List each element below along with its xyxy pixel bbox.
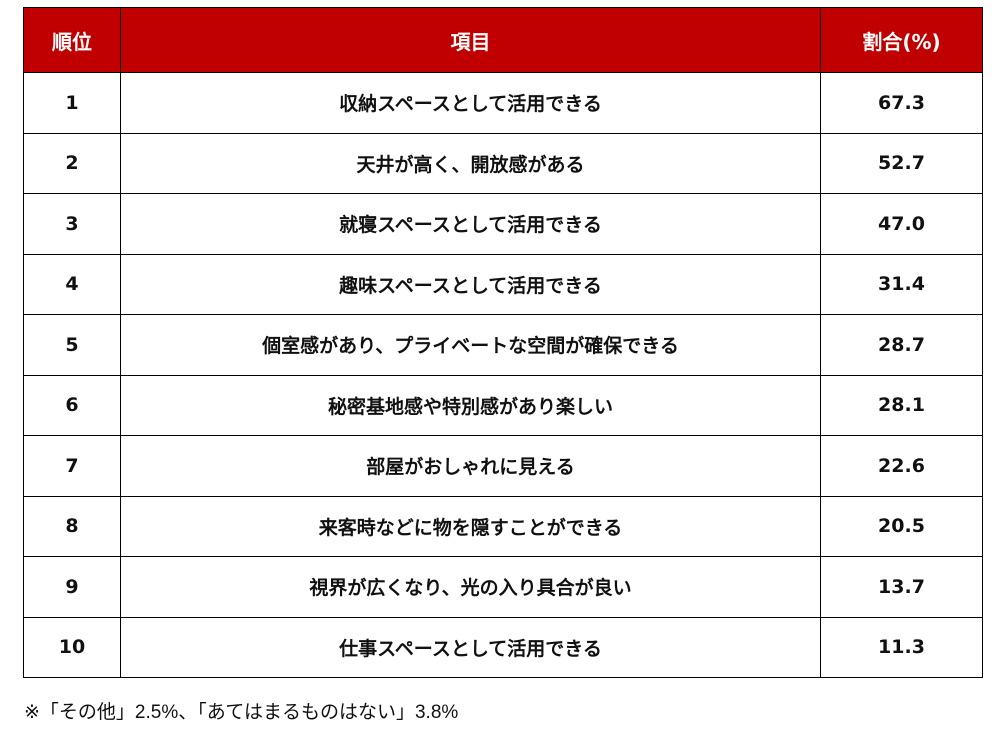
percentage-cell: 28.1 xyxy=(820,374,983,436)
item-cell: 天井が高く、開放感がある xyxy=(120,132,821,194)
table-row: 1 収納スペースとして活用できる 67.3 xyxy=(23,72,983,134)
item-cell: 秘密基地感や特別感があり楽しい xyxy=(120,374,821,436)
rank-cell: 2 xyxy=(23,132,121,194)
rank-cell: 9 xyxy=(23,556,121,618)
table-row: 2 天井が高く、開放感がある 52.7 xyxy=(23,132,983,194)
rank-cell: 10 xyxy=(23,616,121,678)
header-rank: 順位 xyxy=(23,7,121,73)
item-cell: 就寝スペースとして活用できる xyxy=(120,193,821,255)
percentage-cell: 11.3 xyxy=(820,616,983,678)
table-row: 8 来客時などに物を隠すことができる 20.5 xyxy=(23,495,983,557)
percentage-cell: 31.4 xyxy=(820,253,983,315)
header-item: 項目 xyxy=(120,7,821,73)
rank-cell: 6 xyxy=(23,374,121,436)
item-cell: 仕事スペースとして活用できる xyxy=(120,616,821,678)
percentage-cell: 28.7 xyxy=(820,314,983,376)
percentage-cell: 22.6 xyxy=(820,435,983,497)
item-cell: 部屋がおしゃれに見える xyxy=(120,435,821,497)
item-cell: 来客時などに物を隠すことができる xyxy=(120,495,821,557)
percentage-cell: 67.3 xyxy=(820,72,983,134)
footnote: ※「その他」2.5%、「あてはまるものはない」3.8% xyxy=(24,702,459,723)
table-row: 7 部屋がおしゃれに見える 22.6 xyxy=(23,435,983,497)
item-cell: 視界が広くなり、光の入り具合が良い xyxy=(120,556,821,618)
table-row: 10 仕事スペースとして活用できる 11.3 xyxy=(23,616,983,678)
item-cell: 個室感があり、プライベートな空間が確保できる xyxy=(120,314,821,376)
item-cell: 収納スペースとして活用できる xyxy=(120,72,821,134)
item-cell: 趣味スペースとして活用できる xyxy=(120,253,821,315)
rank-cell: 1 xyxy=(23,72,121,134)
table-row: 3 就寝スペースとして活用できる 47.0 xyxy=(23,193,983,255)
rank-cell: 4 xyxy=(23,253,121,315)
ranking-table: 順位 項目 割合(%) 1 収納スペースとして活用できる 67.3 2 天井が高く、開放… xyxy=(23,7,983,678)
rank-cell: 8 xyxy=(23,495,121,557)
rank-cell: 7 xyxy=(23,435,121,497)
rank-cell: 3 xyxy=(23,193,121,255)
percentage-cell: 47.0 xyxy=(820,193,983,255)
percentage-cell: 20.5 xyxy=(820,495,983,557)
header-row: 順位 項目 割合(%) xyxy=(23,7,983,73)
table-row: 5 個室感があり、プライベートな空間が確保できる 28.7 xyxy=(23,314,983,376)
table-row: 4 趣味スペースとして活用できる 31.4 xyxy=(23,253,983,315)
header-percentage: 割合(%) xyxy=(820,7,983,73)
percentage-cell: 52.7 xyxy=(820,132,983,194)
rank-cell: 5 xyxy=(23,314,121,376)
table-row: 9 視界が広くなり、光の入り具合が良い 13.7 xyxy=(23,556,983,618)
table-row: 6 秘密基地感や特別感があり楽しい 28.1 xyxy=(23,374,983,436)
percentage-cell: 13.7 xyxy=(820,556,983,618)
